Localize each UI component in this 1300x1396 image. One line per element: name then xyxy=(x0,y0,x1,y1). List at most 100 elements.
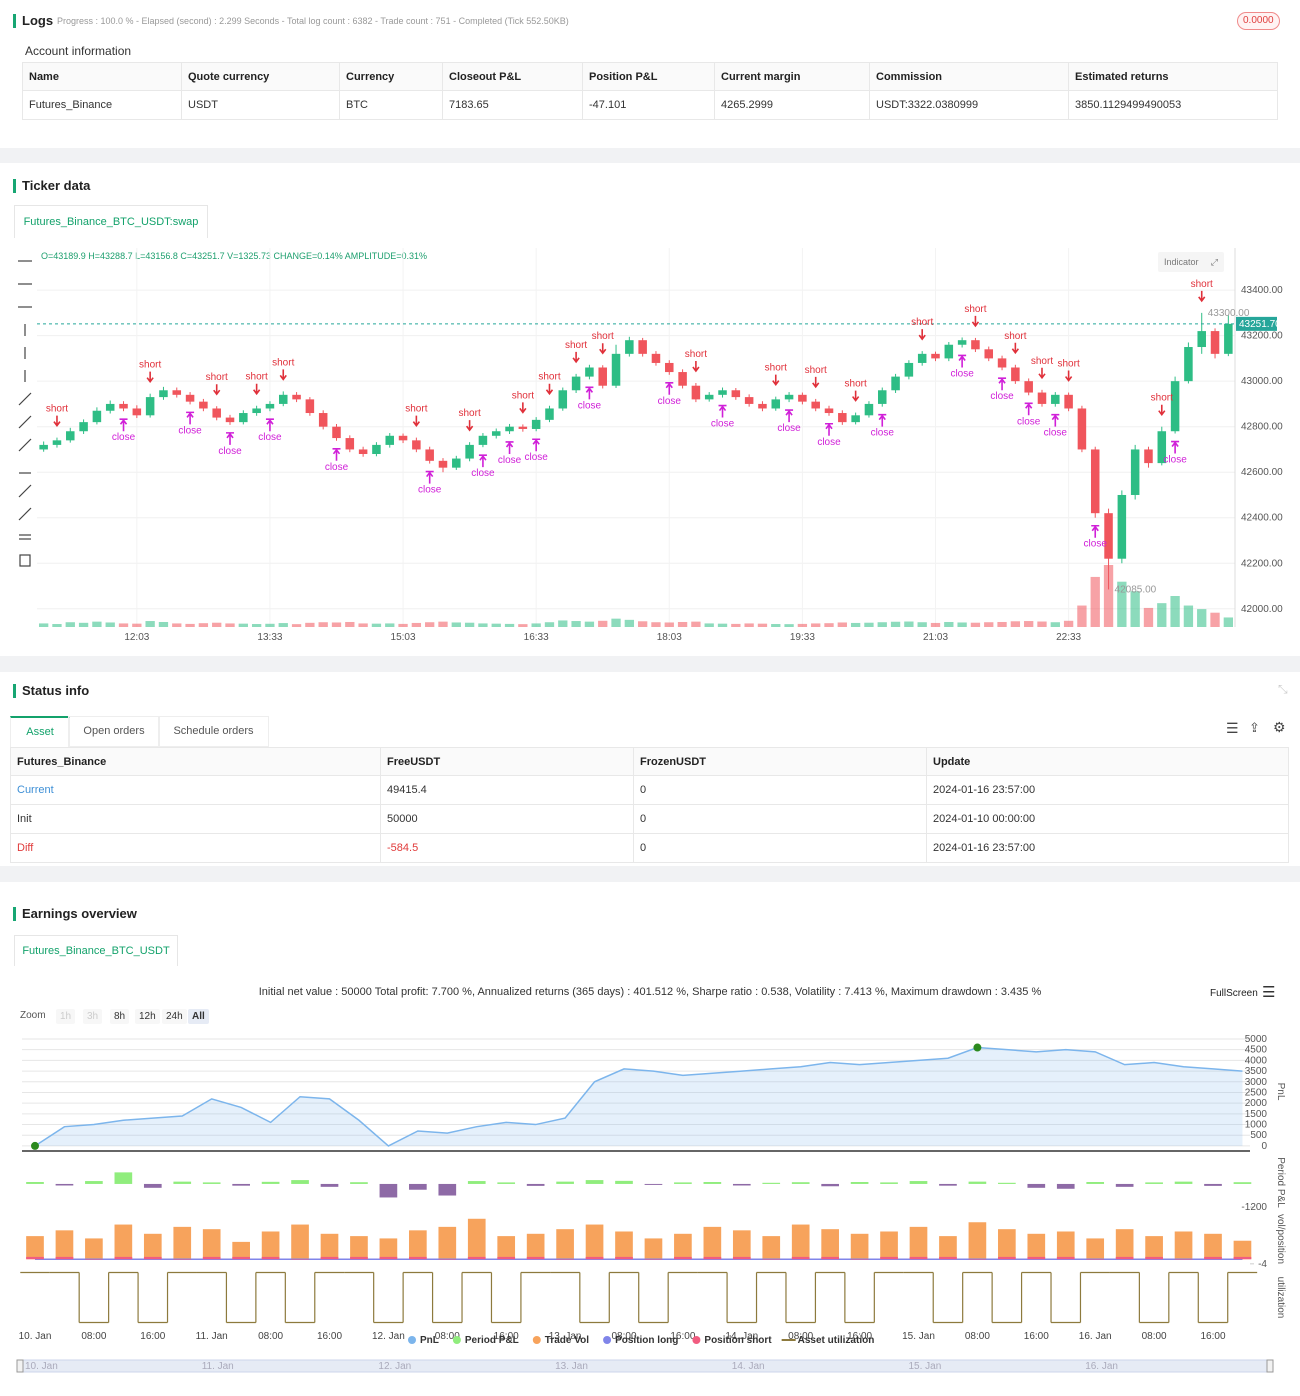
signal-label: close xyxy=(817,437,841,448)
legend-label[interactable]: Position short xyxy=(704,1335,772,1346)
bar xyxy=(1027,1183,1046,1188)
legend-label[interactable]: Period P&L xyxy=(465,1335,519,1346)
candlestick-chart: 42000.00 42200.00 42400.00 42600.00 42800.00… xyxy=(37,248,1283,643)
bar xyxy=(791,1224,810,1260)
y-tick-label: 2000 xyxy=(1245,1098,1268,1109)
signal-label: close xyxy=(711,419,735,430)
candle-body xyxy=(452,458,461,468)
last-price-label: 43251.70 xyxy=(1239,319,1281,330)
volume-bar xyxy=(984,622,994,627)
candle-body xyxy=(798,394,807,402)
volume-bar xyxy=(52,624,62,627)
signal-arrow xyxy=(1011,342,1020,355)
volume-bar xyxy=(598,620,608,627)
bar xyxy=(114,1172,133,1184)
fullscreen-button[interactable]: FullScreen xyxy=(1210,988,1258,999)
volume-bar xyxy=(651,622,661,627)
legend-label[interactable]: PnL xyxy=(420,1335,439,1346)
candle-body xyxy=(598,367,607,386)
column-header: Position P&L xyxy=(582,62,715,91)
bar xyxy=(1174,1231,1193,1260)
y-tick-label: 1500 xyxy=(1245,1109,1268,1120)
y-tick-label: 42200.00 xyxy=(1241,558,1283,569)
y-tick-label: 42600.00 xyxy=(1241,467,1283,478)
x-tick-label: 21:03 xyxy=(923,632,948,643)
bar xyxy=(526,1183,545,1186)
bar xyxy=(1056,1256,1075,1260)
volume-bar xyxy=(997,621,1007,627)
volume-bar xyxy=(451,622,461,627)
signal-label: short xyxy=(206,372,228,383)
zoom-button[interactable]: All xyxy=(188,1009,209,1024)
signal-arrow xyxy=(332,448,341,461)
download-icon[interactable]: ⇪ xyxy=(1249,720,1260,735)
candle-body xyxy=(239,413,248,423)
volume-bar xyxy=(677,621,688,627)
candle-body xyxy=(1090,449,1100,514)
signal-arrow xyxy=(772,374,780,386)
ticker-tab[interactable]: Futures_Binance_BTC_USDT:swap xyxy=(14,205,208,238)
volume-bar xyxy=(464,622,475,627)
zoom-button[interactable]: 12h xyxy=(135,1009,160,1024)
signal-label: close xyxy=(524,452,548,463)
menu-icon[interactable]: ☰ xyxy=(1226,720,1239,736)
row: Current 49415.4 0 2024-01-16 23:57:00 xyxy=(10,775,1289,805)
earnings-tab[interactable]: Futures_Binance_BTC_USDT xyxy=(14,935,178,966)
volume-bar xyxy=(411,622,422,627)
axis-title: utilization xyxy=(1275,1277,1286,1319)
bar xyxy=(350,1256,368,1260)
volume-bar xyxy=(970,622,981,627)
menu-icon[interactable]: ☰ xyxy=(1262,984,1276,1001)
bar xyxy=(615,1256,633,1260)
signal-label: close xyxy=(950,368,974,379)
legend-label[interactable]: Asset utilization xyxy=(798,1335,875,1346)
signal-arrow xyxy=(265,418,274,432)
volume-bar xyxy=(1130,591,1140,627)
bar xyxy=(143,1256,162,1260)
bar xyxy=(998,1229,1016,1260)
legend-label[interactable]: Trade Vol xyxy=(545,1335,589,1346)
candle-body xyxy=(784,394,794,400)
zoom-button[interactable]: 1h xyxy=(56,1009,76,1024)
signal-label: short xyxy=(805,365,827,376)
volume-bar xyxy=(531,623,541,627)
volume-bar xyxy=(238,623,248,627)
signal-arrow xyxy=(918,329,926,341)
cell: 7183.65 xyxy=(442,90,583,120)
badge: 0.0000 xyxy=(1237,12,1280,30)
candle-body xyxy=(1077,408,1087,450)
status-tab[interactable]: Open orders xyxy=(68,716,160,747)
navigator-handle[interactable] xyxy=(16,1359,24,1373)
volume-bar xyxy=(544,622,555,627)
signal-arrow xyxy=(279,369,287,381)
zoom-label: Zoom xyxy=(20,1010,46,1021)
cell: 4265.2999 xyxy=(714,90,870,120)
indicator-button[interactable]: Indicator ⤢ xyxy=(1158,252,1224,272)
collapse-icon[interactable]: ⤡ xyxy=(1278,682,1288,696)
settings-icon[interactable]: ⚙ xyxy=(1273,719,1286,735)
bar xyxy=(26,1182,44,1184)
legend-label[interactable]: Position long xyxy=(615,1335,678,1346)
candle-body xyxy=(877,390,887,404)
title-marker xyxy=(13,907,16,921)
candle-body xyxy=(278,394,288,404)
cell: -47.101 xyxy=(582,90,715,120)
column-header: Futures_Binance xyxy=(10,747,381,776)
candle-body xyxy=(824,408,834,414)
y-tick-label: -1200 xyxy=(1241,1202,1267,1213)
cell: USDT xyxy=(181,90,340,120)
zoom-button[interactable]: 8h xyxy=(110,1009,130,1024)
status-tab[interactable]: Schedule orders xyxy=(158,716,269,747)
navigator-handle[interactable] xyxy=(1266,1359,1274,1373)
candle-body xyxy=(252,408,261,414)
zoom-button[interactable]: 24h xyxy=(162,1009,187,1024)
status-tab[interactable]: Asset xyxy=(10,716,70,748)
x-tick-label: 16:00 xyxy=(847,1331,872,1342)
x-tick-label: 08:00 xyxy=(258,1331,283,1342)
zoom-button[interactable]: 3h xyxy=(83,1009,103,1024)
table: Name Quote currency Currency Closeout P&L Po… xyxy=(22,62,1278,120)
signal-label: close xyxy=(178,425,202,436)
title-marker xyxy=(13,14,16,28)
x-tick-label: 16:00 xyxy=(317,1331,342,1342)
axis-title: Period P&L xyxy=(1275,1157,1286,1208)
